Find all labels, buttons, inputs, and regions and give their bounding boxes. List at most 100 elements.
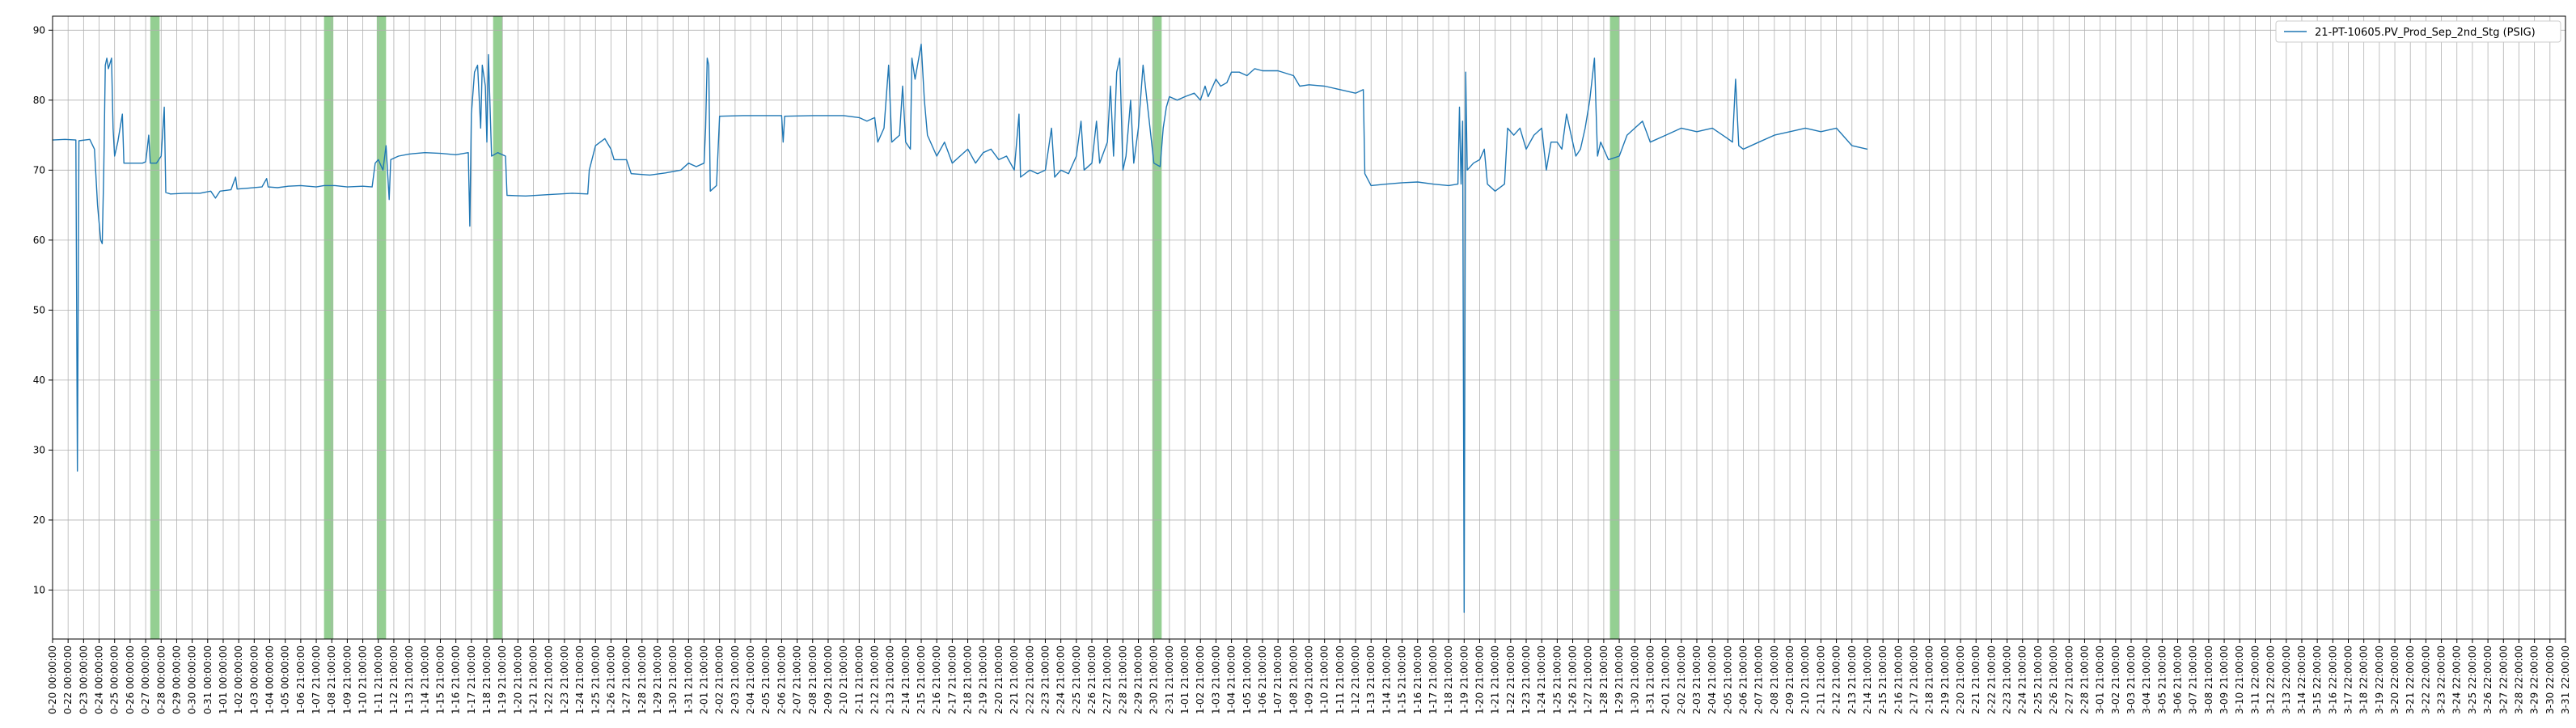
x-tick-label: 2-18 21:00:00 [962, 645, 974, 714]
x-tick-label: 1-27 21:00:00 [1583, 645, 1594, 714]
x-tick-label: 1-29 21:00:00 [652, 645, 663, 714]
x-tick-label: 0-25 00:00:00 [109, 645, 121, 714]
x-tick-label: 1-24 21:00:00 [1536, 645, 1547, 714]
x-tick-label: 3-10 21:00:00 [2234, 645, 2245, 714]
x-tick-label: 1-10 21:00:00 [357, 645, 369, 714]
series-layer [52, 43, 1868, 613]
x-tick-label: 1-30 21:00:00 [1629, 645, 1640, 714]
x-tick-label: 3-05 21:00:00 [2156, 645, 2168, 714]
x-tick-label: 1-15 21:00:00 [434, 645, 446, 714]
x-tick-label: 1-30 21:00:00 [667, 645, 679, 714]
y-tick-label: 40 [33, 375, 45, 386]
x-tick-label: 1-26 21:00:00 [605, 645, 616, 714]
x-tick-label: 3-27 22:00:00 [2498, 645, 2509, 714]
grid-lines [52, 16, 2566, 639]
x-tick-label: 1-28 21:00:00 [1598, 645, 1609, 714]
x-tick-label: 1-28 21:00:00 [637, 645, 648, 714]
x-tick-label: 3-17 22:00:00 [2342, 645, 2354, 714]
x-tick-label: 2-08 21:00:00 [807, 645, 818, 714]
x-tick-label: 1-19 21:00:00 [1458, 645, 1470, 714]
x-tick-label: 3-03 21:00:00 [2126, 645, 2137, 714]
x-tick-label: 2-20 21:00:00 [1955, 645, 1966, 714]
x-tick-label: 1-22 21:00:00 [1505, 645, 1516, 714]
x-tick-label: 2-08 21:00:00 [1769, 645, 1780, 714]
x-tick-label: 2-27 21:00:00 [1102, 645, 1113, 714]
x-tick-label: 1-06 21:00:00 [1257, 645, 1268, 714]
x-tick-label: 2-16 21:00:00 [1893, 645, 1904, 714]
x-tick-label: 1-10 21:00:00 [1319, 645, 1330, 714]
x-tick-label: 1-09 21:00:00 [341, 645, 353, 714]
x-tick-label: 1-14 21:00:00 [419, 645, 430, 714]
x-tick-label: 2-07 21:00:00 [792, 645, 803, 714]
x-tick-label: 2-01 21:00:00 [1660, 645, 1672, 714]
x-tick-label: 3-22 22:00:00 [2420, 645, 2431, 714]
x-tick-label: 1-03 21:00:00 [1210, 645, 1221, 714]
x-tick-label: 1-08 21:00:00 [326, 645, 337, 714]
x-tick-label: 1-17 21:00:00 [466, 645, 477, 714]
x-axis: 0-20 00:00:00 0-22 00:00:00 0-23 00:00:00 0… [47, 639, 2571, 714]
legend: 21-PT-10605.PV_Prod_Sep_2nd_Stg (PSIG) [2275, 20, 2561, 43]
x-tick-label: 2-21 21:00:00 [1970, 645, 1982, 714]
highlight-band [1609, 16, 1620, 639]
x-tick-label: 2-02 21:00:00 [714, 645, 725, 714]
x-tick-label: 1-01 00:00:00 [218, 645, 229, 714]
x-tick-label: 1-20 21:00:00 [1474, 645, 1485, 714]
x-tick-label: 1-18 21:00:00 [481, 645, 493, 714]
x-tick-label: 1-31 21:00:00 [683, 645, 694, 714]
x-tick-label: 2-23 21:00:00 [1039, 645, 1051, 714]
x-tick-label: 2-31 21:00:00 [1164, 645, 1175, 714]
x-tick-label: 2-17 21:00:00 [1908, 645, 1919, 714]
x-tick-label: 2-24 21:00:00 [2017, 645, 2028, 714]
x-tick-label: 2-28 21:00:00 [1117, 645, 1128, 714]
highlight-band [150, 16, 160, 639]
y-tick-label: 50 [33, 304, 45, 315]
x-tick-label: 3-26 22:00:00 [2482, 645, 2494, 714]
y-tick-label: 80 [33, 95, 45, 106]
x-tick-label: 1-02 21:00:00 [1195, 645, 1206, 714]
x-tick-label: 2-16 21:00:00 [931, 645, 942, 714]
x-tick-label: 1-13 21:00:00 [1365, 645, 1377, 714]
y-tick-label: 20 [33, 514, 45, 526]
x-tick-label: 1-04 21:00:00 [1226, 645, 1237, 714]
x-tick-label: 1-19 21:00:00 [497, 645, 508, 714]
x-tick-label: 2-27 21:00:00 [2063, 645, 2075, 714]
highlight-band [1152, 16, 1162, 639]
y-axis: 10 20 30 40 50 60 70 80 90 [33, 24, 53, 595]
x-tick-label: 2-14 21:00:00 [1862, 645, 1873, 714]
x-tick-label: 3-19 22:00:00 [2374, 645, 2385, 714]
x-tick-label: 1-15 21:00:00 [1397, 645, 1408, 714]
x-tick-label: 1-12 21:00:00 [388, 645, 400, 714]
x-tick-label: 2-11 21:00:00 [853, 645, 865, 714]
x-tick-label: 2-07 21:00:00 [1753, 645, 1765, 714]
x-tick-label: 0-27 00:00:00 [140, 645, 151, 714]
x-tick-label: 1-23 21:00:00 [1521, 645, 1532, 714]
x-tick-label: 1-16 21:00:00 [450, 645, 462, 714]
x-tick-label: 3-25 22:00:00 [2467, 645, 2478, 714]
x-tick-label: 0-23 00:00:00 [78, 645, 89, 714]
x-tick-label: 1-17 21:00:00 [1428, 645, 1439, 714]
x-tick-label: 1-26 21:00:00 [1567, 645, 1579, 714]
x-tick-label: 2-17 21:00:00 [946, 645, 958, 714]
x-tick-label: 3-07 21:00:00 [2188, 645, 2199, 714]
x-tick-label: 2-22 21:00:00 [1986, 645, 1997, 714]
x-tick-label: 3-14 22:00:00 [2296, 645, 2307, 714]
x-tick-label: 2-23 21:00:00 [2002, 645, 2013, 714]
x-tick-label: 2-11 21:00:00 [1815, 645, 1826, 714]
x-tick-label: 2-02 21:00:00 [1676, 645, 1687, 714]
x-tick-label: 1-14 21:00:00 [1381, 645, 1392, 714]
x-tick-label: 0-30 00:00:00 [187, 645, 198, 714]
x-tick-label: 1-12 21:00:00 [1350, 645, 1361, 714]
x-tick-label: 2-24 21:00:00 [1055, 645, 1067, 714]
x-tick-label: 1-20 21:00:00 [512, 645, 523, 714]
x-tick-label: 3-28 22:00:00 [2513, 645, 2524, 714]
x-tick-label: 1-08 21:00:00 [1288, 645, 1299, 714]
x-tick-label: 1-21 21:00:00 [528, 645, 539, 714]
x-tick-label: 0-28 00:00:00 [155, 645, 167, 714]
x-tick-label: 2-10 21:00:00 [838, 645, 849, 714]
x-tick-label: 3-04 21:00:00 [2141, 645, 2152, 714]
x-tick-label: 2-09 21:00:00 [1784, 645, 1796, 714]
x-tick-label: 2-25 21:00:00 [1071, 645, 1082, 714]
x-tick-label: 2-19 21:00:00 [1939, 645, 1951, 714]
x-tick-label: 2-15 21:00:00 [1877, 645, 1889, 714]
x-tick-label: 1-25 21:00:00 [590, 645, 601, 714]
